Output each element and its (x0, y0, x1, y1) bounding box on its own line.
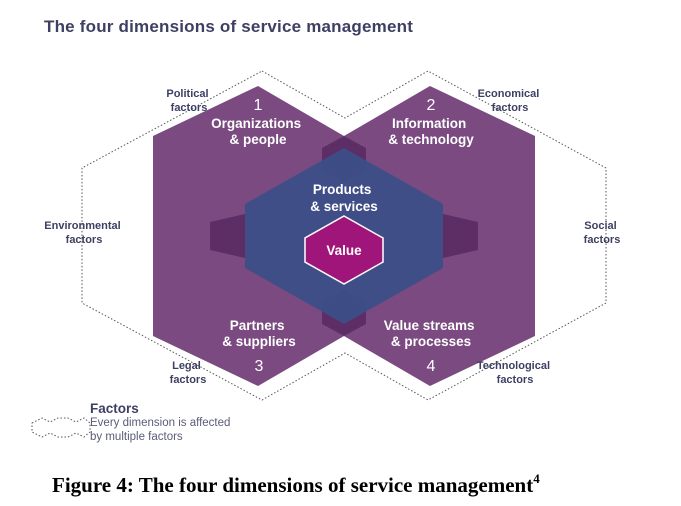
overlap-right (443, 214, 478, 258)
legend-text-line-1: Every dimension is affected (90, 417, 230, 429)
value-hexagon (304, 215, 384, 285)
factor-social-line-1: Social (584, 220, 616, 232)
products-services-line-2: & services (310, 199, 378, 214)
dimension-1-line-2: & people (229, 132, 286, 147)
factor-technological-line-1: Technological (477, 360, 550, 372)
factor-legal: Legal factors (170, 360, 207, 386)
factor-social-line-2: factors (584, 234, 621, 246)
factors-legend: Factors Every dimension is affected by m… (31, 401, 234, 443)
dimension-2-line-1: Information (392, 116, 466, 131)
value-label: Value (326, 243, 362, 258)
figure-caption-text: Figure 4: The four dimensions of service… (52, 473, 533, 497)
factor-environmental: Environmental factors (44, 220, 123, 246)
factor-economical-line-2: factors (492, 102, 529, 114)
overlap-left (210, 214, 245, 258)
legend-title: Factors (90, 401, 139, 416)
factors-legend-icon (31, 417, 91, 438)
factor-technological: Technological factors (477, 360, 553, 386)
factor-social: Social factors (584, 220, 621, 246)
dimension-2-line-2: & technology (388, 132, 474, 147)
legend-text: Every dimension is affected by multiple … (90, 417, 234, 443)
figure-caption: Figure 4: The four dimensions of service… (52, 471, 540, 497)
products-services-label: Products & services (310, 182, 378, 214)
figure-caption-superscript: 4 (533, 471, 540, 486)
dimension-1-line-1: Organizations (211, 116, 301, 131)
factor-political: Political factors (166, 88, 211, 114)
factor-technological-line-2: factors (497, 374, 534, 386)
factor-environmental-line-2: factors (66, 234, 103, 246)
dimension-4-line-2: & processes (391, 334, 471, 349)
factor-legal-line-1: Legal (172, 360, 201, 372)
dimension-3-number: 3 (255, 358, 264, 375)
dimension-4-number: 4 (427, 358, 436, 375)
diagram-title: The four dimensions of service managemen… (44, 17, 413, 36)
dimension-2-number: 2 (427, 97, 436, 114)
factor-economical-line-1: Economical (478, 88, 540, 100)
dimension-2-label: Information & technology (388, 116, 474, 147)
factor-legal-line-2: factors (170, 374, 207, 386)
legend-text-line-2: by multiple factors (90, 431, 183, 443)
dimension-1-label: Organizations & people (211, 116, 305, 147)
dimension-3-line-1: Partners (230, 318, 285, 333)
products-services-line-1: Products (313, 182, 372, 197)
factor-political-line-2: factors (171, 102, 208, 114)
factor-economical: Economical factors (478, 88, 543, 114)
factors-boundary (81, 70, 607, 401)
dimension-3-line-2: & suppliers (222, 334, 296, 349)
factor-environmental-line-1: Environmental (44, 220, 120, 232)
dimension-3-label: Partners & suppliers (222, 318, 296, 349)
dimension-4-line-1: Value streams (384, 318, 475, 333)
factor-political-line-1: Political (166, 88, 208, 100)
dimension-1-number: 1 (254, 97, 263, 114)
dimension-4-label: Value streams & processes (384, 318, 479, 349)
